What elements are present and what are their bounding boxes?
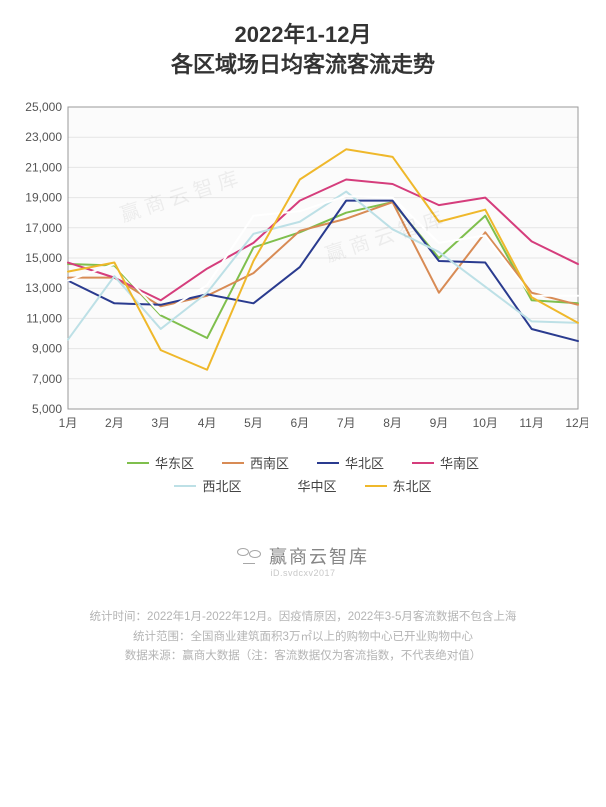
legend-item: 华南区 (412, 453, 479, 472)
svg-text:12月: 12月 (565, 416, 588, 430)
legend-label: 华北区 (345, 453, 384, 472)
legend-item: 华中区 (269, 476, 336, 495)
svg-text:21,000: 21,000 (25, 161, 62, 175)
footnote-2: 统计范围：全国商业建筑面积3万㎡以上的购物中心已开业购物中心 (18, 628, 588, 648)
svg-text:23,000: 23,000 (25, 131, 62, 145)
svg-text:4月: 4月 (198, 416, 217, 430)
cloud-icon (237, 548, 261, 564)
svg-text:7,000: 7,000 (32, 372, 62, 386)
legend-item: 西北区 (174, 476, 241, 495)
svg-text:25,000: 25,000 (25, 100, 62, 114)
legend-item: 华东区 (127, 453, 194, 472)
line-chart: 5,000 7,000 9,000 11,000 13,000 15,000 17,000 1… (18, 97, 588, 437)
legend: 华东区 西南区 华北区 华南区西北区 华中区 东北区 (93, 451, 513, 497)
svg-text:6月: 6月 (290, 416, 309, 430)
svg-text:15,000: 15,000 (25, 251, 62, 265)
svg-text:9月: 9月 (430, 416, 449, 430)
legend-label: 东北区 (393, 476, 432, 495)
svg-text:3月: 3月 (151, 416, 170, 430)
legend-label: 西南区 (250, 453, 289, 472)
svg-text:5月: 5月 (244, 416, 263, 430)
footnotes: 统计时间：2022年1月-2022年12月。因疫情原因，2022年3-5月客流数… (18, 608, 588, 667)
legend-swatch (269, 485, 291, 487)
title-line-2: 各区域场日均客流客流走势 (18, 50, 588, 80)
chart-svg: 5,000 7,000 9,000 11,000 13,000 15,000 17,000 1… (18, 97, 588, 437)
legend-label: 华东区 (155, 453, 194, 472)
legend-swatch (317, 462, 339, 464)
legend-item: 华北区 (317, 453, 384, 472)
legend-swatch (365, 485, 387, 487)
svg-text:17,000: 17,000 (25, 221, 62, 235)
brand-name: 赢商云智库 (269, 543, 369, 569)
legend-label: 西北区 (202, 476, 241, 495)
svg-text:5,000: 5,000 (32, 402, 62, 416)
legend-item: 东北区 (365, 476, 432, 495)
legend-swatch (222, 462, 244, 464)
svg-text:9,000: 9,000 (32, 342, 62, 356)
footnote-1: 统计时间：2022年1月-2022年12月。因疫情原因，2022年3-5月客流数… (18, 608, 588, 628)
svg-text:13,000: 13,000 (25, 282, 62, 296)
svg-text:2月: 2月 (105, 416, 124, 430)
legend-item: 西南区 (222, 453, 289, 472)
brand-sub: iD.svdcxv2017 (18, 568, 588, 578)
svg-text:11月: 11月 (519, 416, 543, 430)
footnote-3: 数据来源：赢商大数据（注：客流数据仅为客流指数，不代表绝对值） (18, 647, 588, 667)
legend-swatch (412, 462, 434, 464)
chart-title: 2022年1-12月 各区域场日均客流客流走势 (18, 20, 588, 79)
legend-label: 华中区 (297, 476, 336, 495)
svg-text:7月: 7月 (337, 416, 356, 430)
title-line-1: 2022年1-12月 (18, 20, 588, 50)
svg-text:1月: 1月 (59, 416, 78, 430)
page-root: 2022年1-12月 各区域场日均客流客流走势 5,000 7,000 9,000 1… (0, 0, 606, 807)
legend-swatch (127, 462, 149, 464)
brand-block: 赢商云智库 (18, 543, 588, 569)
legend-swatch (174, 485, 196, 487)
svg-text:10月: 10月 (473, 416, 498, 430)
legend-label: 华南区 (440, 453, 479, 472)
svg-text:19,000: 19,000 (25, 191, 62, 205)
svg-text:11,000: 11,000 (26, 312, 62, 326)
svg-text:8月: 8月 (383, 416, 402, 430)
